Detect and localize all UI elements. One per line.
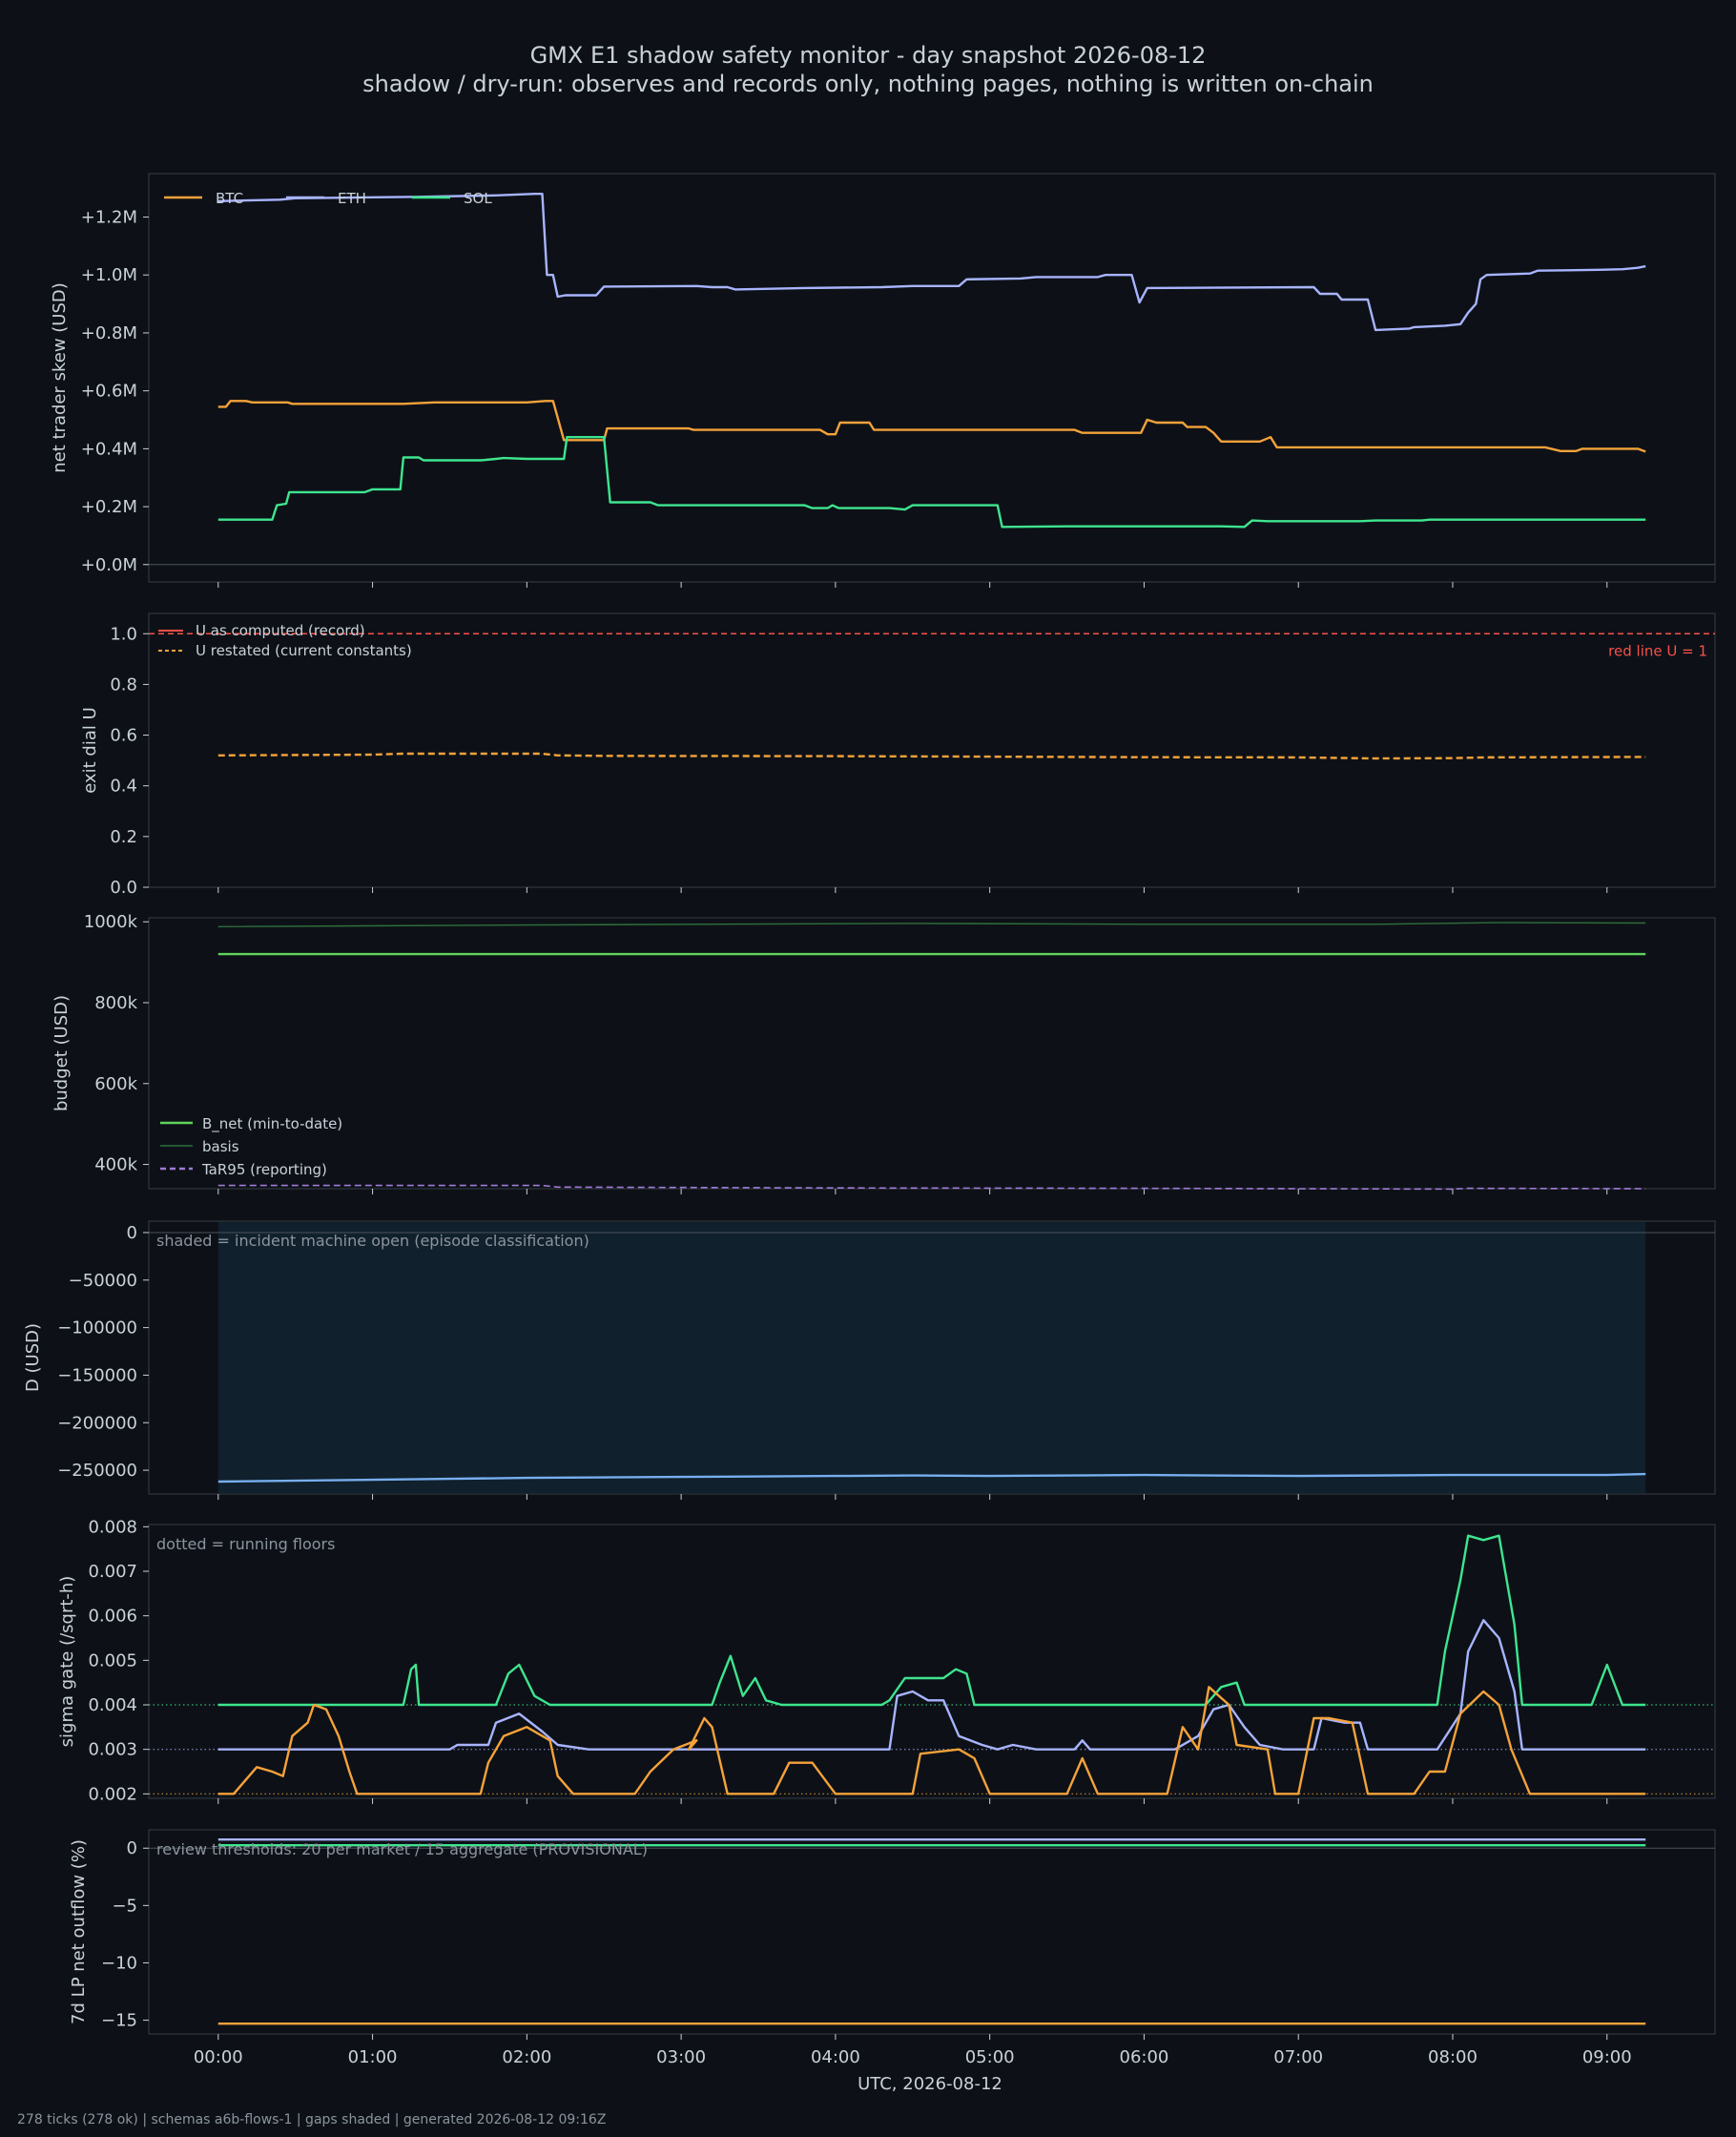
series-line-tar95-reporting- (217, 1184, 1646, 1191)
x-tick-label: 07:00 (1273, 2047, 1323, 2067)
panel-annotation: shaded = incident machine open (episode … (156, 1232, 589, 1250)
y-tick-label: 0.006 (88, 1607, 137, 1627)
y-tick-label: 0.4 (110, 777, 137, 797)
y-tick-label: 0.002 (88, 1784, 137, 1804)
panel-3: 400k 600k 800k 1000k budget (USD) B_net (min-… (52, 912, 1716, 1194)
y-tick-label: −5 (112, 1896, 137, 1916)
y-tick-label: +0.4M (81, 439, 137, 459)
series-line-u-restated-current-constants- (217, 752, 1646, 760)
y-tick-label: 0 (127, 1223, 137, 1243)
y-tick-label: −15 (101, 2011, 137, 2031)
legend-label: SOL (464, 190, 492, 207)
y-axis-label: budget (USD) (52, 995, 72, 1111)
y-tick-label: −250000 (57, 1461, 137, 1481)
x-tick-label: 04:00 (811, 2047, 860, 2067)
legend-label: B_net (min-to-date) (202, 1115, 342, 1133)
y-axis-label: 7d LP net outflow (%) (69, 1839, 89, 2024)
x-axis-label: UTC, 2026-08-12 (858, 2074, 1002, 2094)
legend-label: TaR95 (reporting) (201, 1161, 327, 1178)
panel-annotation: dotted = running floors (156, 1535, 335, 1553)
chart-subtitle: shadow / dry-run: observes and records o… (362, 71, 1374, 97)
panel-frame (148, 1524, 1716, 1799)
y-tick-label: 0.8 (110, 674, 137, 695)
y-tick-label: 0.008 (88, 1517, 137, 1537)
y-tick-label: 0.003 (88, 1740, 137, 1760)
y-tick-label: 0 (127, 1838, 137, 1858)
y-tick-label: −100000 (57, 1318, 137, 1338)
panel-annotation: review thresholds: 20 per market / 15 ag… (156, 1840, 648, 1858)
y-tick-label: −10 (101, 1953, 137, 1973)
series-line-sol (217, 1534, 1646, 1707)
y-tick-label: 0.005 (88, 1650, 137, 1670)
series-line-btc (217, 1686, 1646, 1795)
y-tick-label: 600k (94, 1074, 137, 1094)
y-tick-label: −150000 (57, 1365, 137, 1385)
y-tick-label: 400k (94, 1155, 137, 1175)
series-line-sol (217, 436, 1646, 529)
panel-2: red line U = 1 0.0 0.2 0.4 0.6 0.8 1.0 exit dia… (80, 612, 1716, 898)
x-tick-label: 00:00 (194, 2047, 243, 2067)
legend-label: ETH (338, 190, 366, 207)
y-tick-label: 0.0 (110, 878, 137, 898)
panel-5: 0.002 0.003 0.004 0.005 0.006 0.007 0.008 sigma… (57, 1517, 1716, 1804)
x-tick-label: 05:00 (965, 2047, 1015, 2067)
y-tick-label: 0.6 (110, 726, 137, 746)
y-tick-label: +1.0M (81, 265, 137, 285)
y-tick-label: 1000k (84, 912, 138, 932)
panel-1: +0.0M +0.2M +0.4M +0.6M +0.8M +1.0M +1.2M net t… (50, 173, 1716, 588)
x-tick-label: 09:00 (1582, 2047, 1632, 2067)
incident-shade (217, 1222, 1646, 1493)
series-line-eth (217, 193, 1646, 332)
legend-label: basis (202, 1138, 239, 1155)
x-tick-label: 08:00 (1428, 2047, 1478, 2067)
panel-4: 0 −50000 −100000 −150000 −200000 −250000 D (US… (23, 1220, 1716, 1500)
x-tick-label: 02:00 (502, 2047, 551, 2067)
panel-frame (148, 917, 1716, 1190)
legend-label: U as computed (record) (196, 622, 365, 639)
series-line-basis (217, 922, 1646, 927)
y-tick-label: +0.2M (81, 497, 137, 517)
y-tick-label: 0.007 (88, 1562, 137, 1582)
series-line-eth (217, 1619, 1646, 1751)
series-line-d (217, 1472, 1646, 1483)
red-line-label: red line U = 1 (1608, 642, 1707, 659)
series-line-btc (217, 400, 1646, 453)
y-tick-label: −50000 (69, 1271, 137, 1291)
y-tick-label: 0.004 (88, 1695, 137, 1715)
y-tick-label: 800k (94, 993, 137, 1013)
legend-label: U restated (current constants) (196, 642, 412, 659)
x-tick-label: 06:00 (1120, 2047, 1169, 2067)
panel-6: 0 −5 −10 −15 7d LP net outflow (%) review thr… (69, 1829, 1716, 2040)
panel-frame (148, 1829, 1716, 2035)
panel-frame (148, 612, 1716, 888)
y-tick-label: 0.2 (110, 827, 137, 847)
y-axis-label: exit dial U (80, 707, 100, 794)
y-tick-label: +1.2M (81, 208, 137, 228)
y-tick-label: +0.0M (81, 555, 137, 575)
y-tick-label: +0.8M (81, 323, 137, 343)
y-axis-label: net trader skew (USD) (50, 282, 70, 473)
y-axis-label: sigma gate (/sqrt-h) (57, 1576, 77, 1748)
legend-label: BTC (216, 190, 243, 207)
x-tick-label: 01:00 (348, 2047, 398, 2067)
y-axis-label: D (USD) (23, 1323, 43, 1392)
x-tick-label: 03:00 (656, 2047, 706, 2067)
y-tick-label: 1.0 (110, 624, 137, 644)
y-tick-label: −200000 (57, 1413, 137, 1433)
chart-title: GMX E1 shadow safety monitor - day snaps… (529, 42, 1207, 69)
panel-frame (148, 173, 1716, 583)
y-tick-label: +0.6M (81, 382, 137, 402)
status-footer: 278 ticks (278 ok) | schemas a6b-flows-1… (17, 2112, 607, 2127)
